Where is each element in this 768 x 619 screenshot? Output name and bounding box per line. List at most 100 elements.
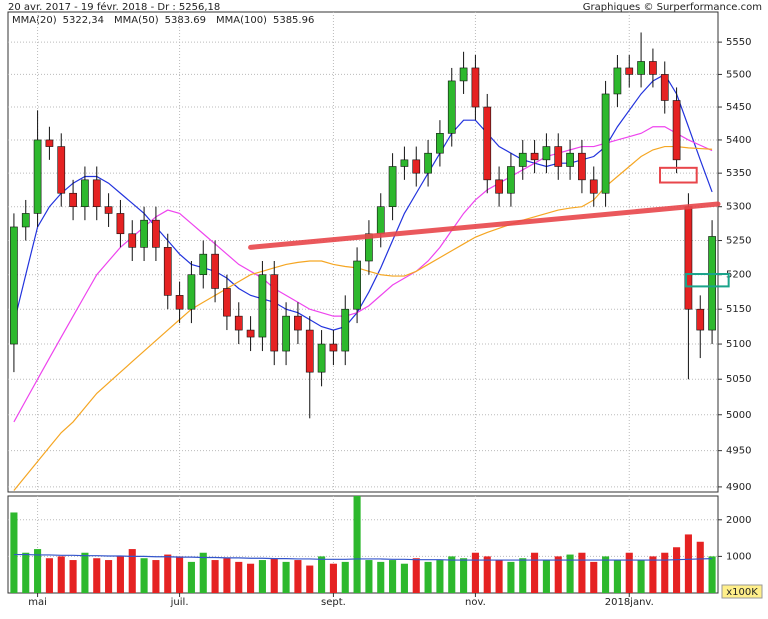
volume-bar <box>34 549 42 593</box>
candle-body <box>660 74 669 101</box>
volume-bar <box>152 560 160 593</box>
legend-name: MMA(50) <box>114 15 159 26</box>
candle-body <box>199 253 208 276</box>
zone-box <box>659 166 698 184</box>
volume-bar <box>199 552 207 593</box>
volume-bar <box>708 556 716 593</box>
volume-bar <box>519 558 527 593</box>
candle-body <box>81 179 89 207</box>
candle-body <box>601 93 610 194</box>
volume-bar <box>483 556 491 593</box>
volume-bar <box>10 512 18 593</box>
volume-bar <box>400 563 408 593</box>
candle-body <box>258 274 267 338</box>
y-tick-label: 5550 <box>726 37 751 48</box>
volume-average <box>13 553 713 561</box>
volume-bar <box>116 556 124 593</box>
y-tick-label: 5100 <box>726 339 751 350</box>
candle-body <box>684 206 693 310</box>
volume-bar <box>247 563 255 593</box>
candle-body <box>589 179 598 194</box>
candle-body <box>566 152 574 167</box>
volume-bar <box>223 558 231 593</box>
candle-body <box>436 133 444 154</box>
volume-bar <box>282 561 290 593</box>
x-tick-label: nov. <box>465 597 486 608</box>
y-tick-label: 5350 <box>726 168 751 179</box>
moving-average <box>13 145 713 491</box>
price-frame <box>7 11 719 493</box>
volume-bar <box>684 534 692 593</box>
volume-bar <box>578 552 586 593</box>
candle-body <box>92 179 101 207</box>
chart-header: 20 avr. 2017 - 19 févr. 2018 - Dr : 5256… <box>8 1 220 13</box>
legend-value: 5383.69 <box>165 15 206 26</box>
x-tick-label: sept. <box>321 597 346 608</box>
moving-average <box>13 73 713 331</box>
volume-bar <box>341 561 349 593</box>
volume-bar <box>436 560 444 593</box>
volume-bar <box>602 556 610 593</box>
candle-body <box>447 80 456 134</box>
candle-body <box>518 152 527 167</box>
candle-body <box>613 67 622 95</box>
candle-body <box>305 329 314 373</box>
volume-bar <box>625 552 633 593</box>
candle-body <box>128 233 137 248</box>
candle-body <box>365 233 373 262</box>
candle-body <box>45 139 54 147</box>
volume-bar <box>554 556 562 593</box>
volume-bar <box>696 541 704 593</box>
x-tick-label: 2018janv. <box>605 597 654 608</box>
candle-body <box>211 253 219 289</box>
volume-bar <box>164 554 172 593</box>
candle-body <box>317 343 326 373</box>
zone-box <box>685 273 730 288</box>
volume-bar <box>637 560 645 593</box>
y-tick-label: 5000 <box>726 410 751 421</box>
candle-body <box>353 260 361 310</box>
y-tick-label: 4950 <box>726 446 751 457</box>
volume-bar <box>613 560 621 593</box>
candle-body <box>672 100 681 161</box>
volume-bar <box>329 563 337 593</box>
unit-box <box>721 584 763 599</box>
y-tick-label: 4900 <box>726 482 751 493</box>
candle-body <box>507 166 515 194</box>
volume-bar <box>22 552 30 593</box>
volume-bar <box>176 556 184 593</box>
candle-body <box>400 159 409 167</box>
y-tick-label: 5050 <box>726 374 751 385</box>
volume-bar <box>105 560 113 593</box>
volume-bar <box>270 558 278 593</box>
candle-body <box>234 315 243 331</box>
volume-bar <box>45 558 53 593</box>
y-tick-label: 5500 <box>726 69 751 80</box>
y-tick-label: 5200 <box>726 270 751 281</box>
volume-bar <box>318 556 326 593</box>
y-tick-label: 5400 <box>726 135 751 146</box>
volume-bar <box>128 549 136 593</box>
y-tick-label: 5150 <box>726 304 751 315</box>
x-tick-label: juil. <box>170 597 189 608</box>
candle-body <box>495 179 503 194</box>
volume-bar <box>294 560 302 593</box>
y-tick-label: 1000 <box>726 551 751 562</box>
candle-body <box>104 206 113 214</box>
volume-bar <box>673 547 681 593</box>
candle-body <box>459 67 468 82</box>
volume-bar <box>412 558 420 593</box>
legend-name: MMA(20) <box>12 15 57 26</box>
candle-body <box>21 213 30 228</box>
volume-bar <box>460 558 468 593</box>
volume-frame <box>7 495 719 594</box>
volume-bar <box>424 561 432 593</box>
chart-source: Graphiques © Surperformance.com <box>583 2 762 13</box>
candle-body <box>708 236 716 331</box>
volume-bar <box>448 556 456 593</box>
candle-body <box>175 295 184 310</box>
volume-unit: x100K <box>726 587 758 598</box>
volume-bar <box>93 558 101 593</box>
volume-bar <box>57 556 65 593</box>
